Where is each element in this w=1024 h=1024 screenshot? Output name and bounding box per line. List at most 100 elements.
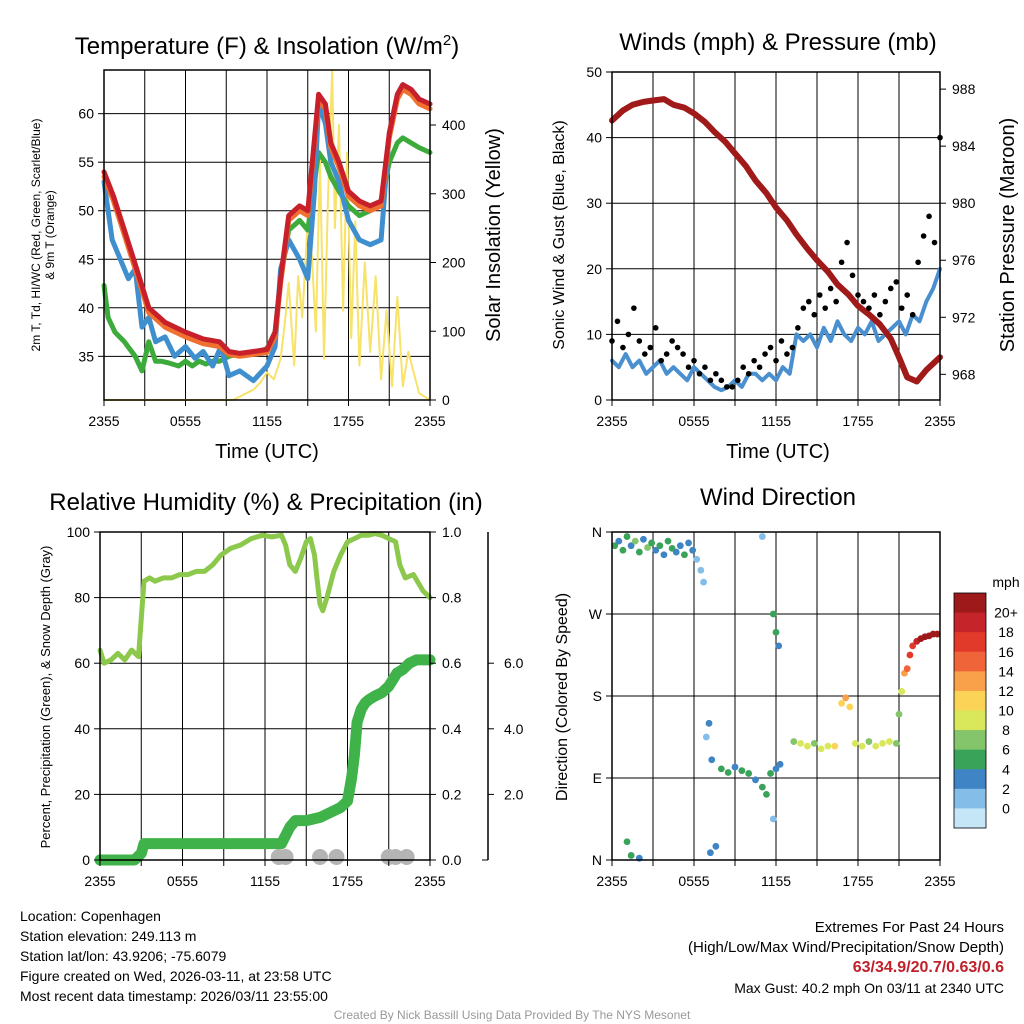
series-hi-wc xyxy=(101,82,433,384)
direction-point xyxy=(708,756,716,764)
series-2m-t xyxy=(101,82,433,356)
direction-point xyxy=(685,539,692,547)
y2-tick-label: 1.0 xyxy=(442,524,462,540)
direction-point xyxy=(895,710,903,718)
y3-tick-label: 4.0 xyxy=(504,721,524,737)
direction-point xyxy=(769,610,777,618)
y2-tick-label: 300 xyxy=(442,186,466,202)
y-tick-label: E xyxy=(593,770,602,786)
winds-panel: Winds (mph) & Pressure (mb) Time (UTC) S… xyxy=(551,29,1019,463)
direction-point xyxy=(772,765,780,773)
y-tick-label: 55 xyxy=(78,154,94,170)
direction-point xyxy=(611,542,619,550)
plot-frame xyxy=(103,69,431,401)
created-text: Figure created on Wed, 2026-03-11, at 23… xyxy=(20,968,332,984)
direction-point xyxy=(689,546,697,554)
x-tick-label: 1755 xyxy=(842,873,873,889)
series-station-pressure xyxy=(609,96,943,385)
gust-point xyxy=(707,377,714,384)
gust-point xyxy=(833,298,839,305)
gust-point xyxy=(729,384,736,390)
direction-point xyxy=(631,537,639,545)
x-tick-label: 2355 xyxy=(924,413,955,429)
legend-swatch xyxy=(954,710,986,731)
gust-point xyxy=(844,239,850,246)
extremes-title: Extremes For Past 24 Hours xyxy=(814,919,1004,936)
x-tick-label: 2355 xyxy=(596,873,627,889)
snow-depth-point xyxy=(398,849,415,865)
direction-point xyxy=(903,665,911,673)
direction-point xyxy=(623,533,631,540)
legend-swatch xyxy=(954,749,986,770)
legend-swatch xyxy=(954,671,986,692)
location-text: Location: Copenhagen xyxy=(20,908,161,924)
gust-point xyxy=(904,292,910,298)
temperature-title: Temperature (F) & Insolation (W/m2) xyxy=(75,32,459,60)
x-tick-label: 1755 xyxy=(842,413,873,429)
gust-point xyxy=(926,213,932,220)
direction-point xyxy=(892,739,900,747)
gust-point xyxy=(696,370,703,377)
snow-depth-point xyxy=(387,849,404,865)
y-tick-label: 60 xyxy=(74,655,90,671)
y2-tick-label: 0.8 xyxy=(442,590,462,606)
gust-point xyxy=(631,305,637,311)
wind-direction-ylabel: Direction (Colored By Speed) xyxy=(554,593,571,801)
direction-point xyxy=(804,742,811,750)
direction-point xyxy=(619,546,627,554)
gust-point xyxy=(767,344,774,351)
y-tick-label: 35 xyxy=(78,348,94,364)
legend-swatch xyxy=(954,612,986,633)
legend-swatch xyxy=(954,769,986,790)
y-tick-label: 50 xyxy=(78,203,94,219)
y-tick-label: W xyxy=(589,606,603,622)
legend-label: 16 xyxy=(998,644,1014,660)
gust-point xyxy=(652,325,659,331)
insolation-ylabel: Solar Insolation (Yellow) xyxy=(483,128,505,342)
direction-point xyxy=(933,630,941,638)
direction-point xyxy=(763,791,770,798)
snow-depth-point xyxy=(312,849,328,865)
snow-depth-point xyxy=(277,849,294,865)
direction-point xyxy=(738,767,746,775)
direction-point xyxy=(851,739,859,747)
legend-label: 2 xyxy=(1002,781,1010,797)
gust-point xyxy=(614,318,621,325)
gust-point xyxy=(702,364,708,371)
x-tick-label: 0555 xyxy=(678,873,709,889)
y2-tick-label: 400 xyxy=(442,117,466,133)
y-tick-label: N xyxy=(592,852,602,868)
legend-swatch xyxy=(954,593,986,614)
y-tick-label: 100 xyxy=(67,524,91,540)
y2-tick-label: 200 xyxy=(442,255,466,271)
y-tick-label: N xyxy=(592,524,602,540)
legend-label: 8 xyxy=(1002,722,1010,738)
gust-point xyxy=(866,305,872,311)
legend-label: 12 xyxy=(998,683,1014,699)
gust-point xyxy=(806,298,812,305)
gust-point xyxy=(745,370,752,377)
direction-point xyxy=(681,551,688,559)
y2-tick-label: 0.6 xyxy=(442,655,462,671)
gust-point xyxy=(625,331,632,338)
gust-point xyxy=(789,344,796,351)
y-tick-label: 20 xyxy=(74,786,90,802)
extremes-info: Extremes For Past 24 Hours (High/Low/Max… xyxy=(688,918,1004,998)
direction-point xyxy=(775,642,783,650)
x-tick-label: 1755 xyxy=(332,873,363,889)
y2-tick-label: 976 xyxy=(952,252,976,268)
y2-tick-label: 980 xyxy=(952,195,976,211)
x-tick-label: 2355 xyxy=(924,873,955,889)
legend-title: mph xyxy=(992,574,1019,590)
plot-frame xyxy=(99,531,431,861)
direction-point xyxy=(660,551,668,559)
legend-swatch xyxy=(954,632,986,653)
gust-point xyxy=(838,259,845,266)
temperature-ylabel-line2: & 9m T (Orange) xyxy=(43,190,57,280)
direction-point xyxy=(772,628,780,636)
direction-point xyxy=(865,738,873,745)
credit-text: Created By Nick Bassill Using Data Provi… xyxy=(333,1008,691,1022)
y2-tick-label: 0.4 xyxy=(442,721,462,737)
gust-point xyxy=(647,344,654,351)
pressure-ylabel: Station Pressure (Maroon) xyxy=(997,118,1019,353)
